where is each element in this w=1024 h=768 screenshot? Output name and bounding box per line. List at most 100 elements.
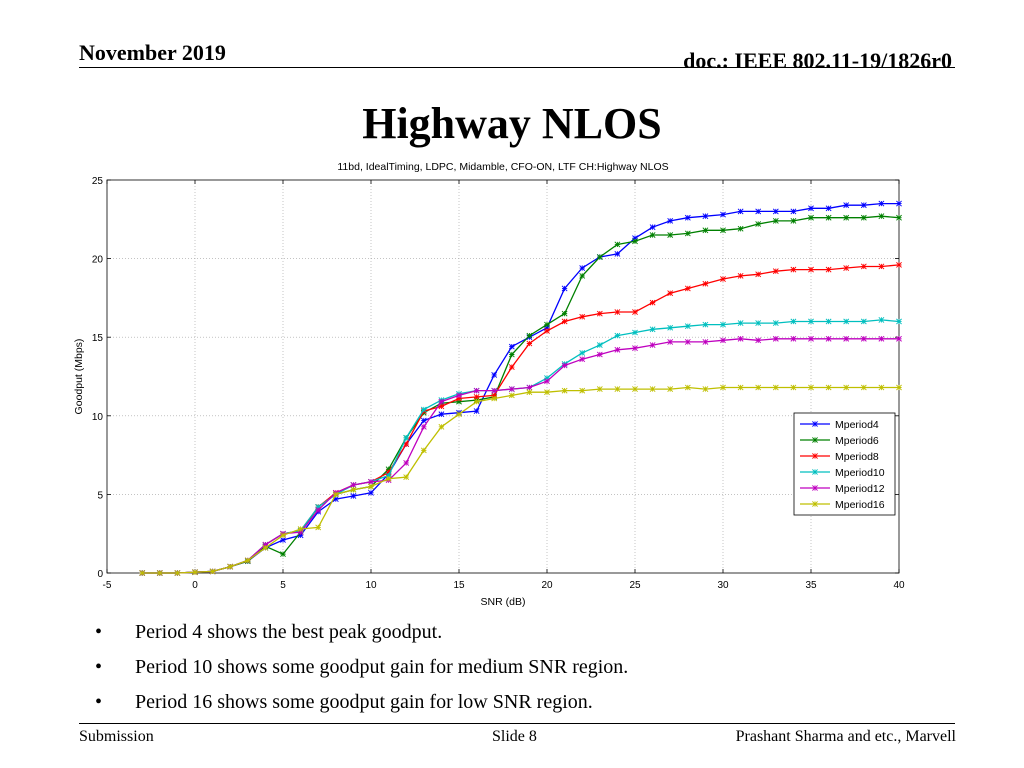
- data-point-Mperiod4: [843, 202, 850, 209]
- data-point-Mperiod12: [720, 337, 726, 344]
- data-point-Mperiod4: [420, 417, 427, 424]
- x-tick-label: 25: [629, 580, 641, 591]
- data-point-Mperiod4: [702, 213, 709, 220]
- data-point-Mperiod10: [878, 316, 885, 323]
- series-line-Mperiod12: [142, 338, 899, 574]
- data-point-Mperiod8: [385, 469, 392, 476]
- legend-marker-Mperiod6: [812, 437, 818, 443]
- data-point-Mperiod4: [579, 265, 586, 271]
- legend-label-Mperiod16: Mperiod16: [835, 499, 885, 511]
- data-point-Mperiod12: [491, 387, 498, 394]
- y-tick-label: 25: [92, 176, 104, 187]
- data-point-Mperiod12: [315, 507, 322, 514]
- data-point-Mperiod8: [508, 364, 515, 370]
- data-point-Mperiod16: [368, 483, 374, 490]
- bullet-dot: •: [95, 621, 103, 643]
- data-point-Mperiod10: [843, 318, 850, 325]
- data-point-Mperiod12: [702, 338, 709, 345]
- data-point-Mperiod16: [332, 491, 339, 498]
- data-point-Mperiod16: [684, 384, 691, 391]
- data-point-Mperiod6: [385, 466, 392, 473]
- data-point-Mperiod10: [825, 318, 832, 325]
- data-point-Mperiod12: [772, 335, 779, 342]
- data-point-Mperiod6: [508, 351, 515, 358]
- data-point-Mperiod10: [755, 320, 762, 326]
- data-point-Mperiod8: [755, 271, 762, 278]
- footer-divider: [79, 723, 955, 724]
- data-point-Mperiod16: [156, 570, 163, 576]
- data-point-Mperiod12: [456, 392, 462, 399]
- data-point-Mperiod8: [596, 310, 603, 317]
- data-point-Mperiod4: [544, 324, 550, 331]
- data-point-Mperiod8: [491, 392, 498, 399]
- data-point-Mperiod10: [579, 350, 586, 356]
- data-point-Mperiod10: [737, 320, 744, 326]
- data-point-Mperiod6: [843, 214, 850, 221]
- data-point-Mperiod12: [667, 338, 674, 345]
- data-point-Mperiod16: [561, 387, 568, 394]
- data-point-Mperiod10: [632, 329, 638, 336]
- data-point-Mperiod16: [139, 570, 146, 576]
- data-point-Mperiod8: [860, 263, 867, 270]
- data-point-Mperiod16: [438, 423, 445, 430]
- data-point-Mperiod6: [790, 217, 797, 224]
- data-point-Mperiod16: [544, 389, 550, 396]
- legend-label-Mperiod12: Mperiod12: [835, 483, 885, 495]
- data-point-Mperiod6: [737, 225, 744, 232]
- data-point-Mperiod12: [843, 335, 850, 342]
- data-point-Mperiod12: [561, 362, 568, 369]
- data-point-Mperiod12: [614, 346, 621, 353]
- data-point-Mperiod16: [632, 386, 638, 392]
- bullet-text: Period 16 shows some goodput gain for lo…: [135, 691, 593, 713]
- data-point-Mperiod8: [579, 313, 586, 320]
- data-point-Mperiod6: [702, 227, 709, 234]
- data-point-Mperiod16: [209, 568, 216, 575]
- data-point-Mperiod4: [878, 200, 885, 207]
- bullet-text: Period 4 shows the best peak goodput.: [135, 621, 443, 643]
- data-point-Mperiod8: [473, 394, 480, 400]
- data-point-Mperiod6: [596, 254, 603, 260]
- legend-label-Mperiod4: Mperiod4: [835, 419, 879, 431]
- data-point-Mperiod16: [473, 398, 480, 405]
- legend-marker-Mperiod12: [812, 485, 818, 491]
- data-point-Mperiod16: [860, 384, 867, 391]
- data-point-Mperiod10: [702, 321, 709, 328]
- data-point-Mperiod8: [825, 266, 832, 273]
- data-point-Mperiod4: [896, 200, 902, 207]
- data-point-Mperiod16: [878, 384, 885, 391]
- data-point-Mperiod16: [825, 384, 832, 391]
- data-point-Mperiod16: [579, 387, 586, 394]
- data-point-Mperiod4: [808, 205, 814, 212]
- data-point-Mperiod6: [526, 332, 533, 339]
- header-doc-id: doc.: IEEE 802.11-19/1826r0: [683, 48, 952, 73]
- data-point-Mperiod8: [438, 403, 445, 410]
- y-tick-label: 0: [97, 569, 103, 580]
- bullet-item: • Period 4 shows the best peak goodput.: [95, 621, 955, 656]
- data-point-Mperiod12: [632, 345, 638, 352]
- data-point-Mperiod10: [403, 434, 410, 441]
- data-point-Mperiod12: [508, 386, 515, 392]
- data-point-Mperiod12: [368, 478, 374, 485]
- x-tick-label: 15: [453, 580, 465, 591]
- data-point-Mperiod10: [420, 406, 427, 413]
- header-date: November 2019: [79, 40, 226, 65]
- data-point-Mperiod12: [649, 342, 656, 348]
- data-point-Mperiod8: [526, 340, 533, 347]
- x-tick-label: 0: [192, 580, 198, 591]
- data-point-Mperiod4: [790, 208, 797, 215]
- data-point-Mperiod4: [860, 202, 867, 209]
- y-tick-label: 15: [92, 333, 104, 344]
- footer-slide-number: Slide 8: [492, 728, 537, 745]
- data-point-Mperiod16: [843, 384, 850, 391]
- bullet-item: • Period 16 shows some goodput gain for l…: [95, 691, 955, 726]
- slide-title: Highway NLOS: [362, 99, 662, 148]
- data-point-Mperiod12: [896, 335, 902, 342]
- data-point-Mperiod12: [420, 423, 427, 430]
- data-point-Mperiod4: [667, 217, 674, 224]
- data-point-Mperiod4: [350, 493, 357, 499]
- data-point-Mperiod6: [632, 238, 638, 245]
- data-point-Mperiod8: [702, 280, 709, 287]
- data-point-Mperiod4: [632, 235, 638, 242]
- data-point-Mperiod16: [420, 447, 427, 454]
- bullet-dot: •: [95, 691, 103, 713]
